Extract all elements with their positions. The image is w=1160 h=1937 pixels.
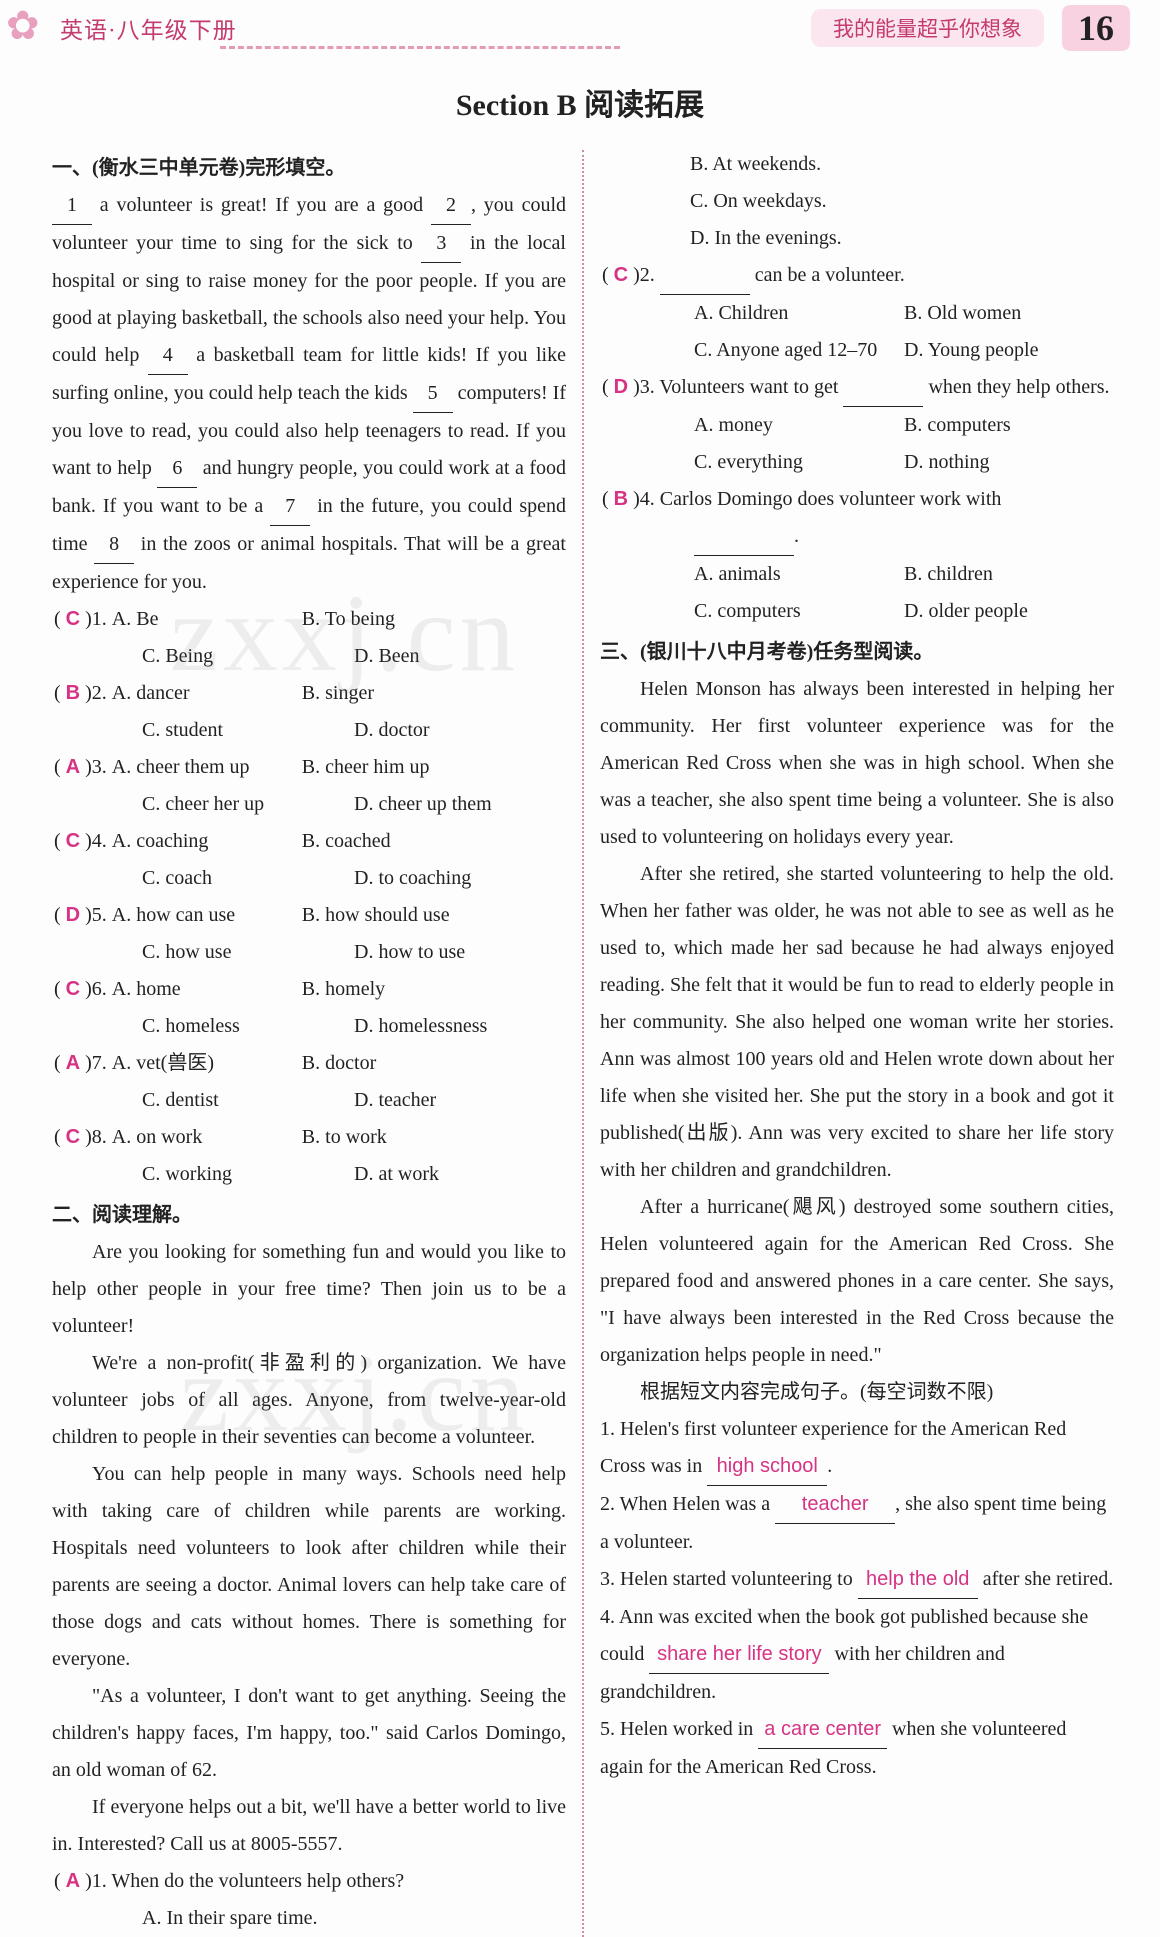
blank-7: 7 [270, 488, 310, 526]
section-title: Section B 阅读拓展 [0, 80, 1160, 124]
q5-cd: C. how useD. how to use [52, 934, 566, 971]
task-q3: 3. Helen started volunteering to help th… [600, 1561, 1114, 1599]
reading-p2: We're a non-profit(非盈利的) organization. W… [52, 1345, 566, 1456]
blank-3: 3 [421, 225, 461, 263]
q3-cd: C. cheer her upD. cheer up them [52, 786, 566, 823]
section3-heading: 三、(银川十八中月考卷)任务型阅读。 [600, 634, 1114, 671]
rq3-ab: A. moneyB. computers [600, 407, 1114, 444]
rq3: ( D )3. Volunteers want to get when they… [600, 369, 1114, 407]
q4-cd: C. coachD. to coaching [52, 860, 566, 897]
q6: ( C )6. A. homeB. homely [52, 971, 566, 1008]
task-p3: After a hurricane(飓风) destroyed some sou… [600, 1189, 1114, 1374]
cloze-passage: 1 a volunteer is great! If you are a goo… [52, 187, 566, 601]
column-divider [582, 150, 584, 1937]
right-column: B. At weekends. C. On weekdays. D. In th… [600, 146, 1114, 1937]
task-q1: 1. Helen's first volunteer experience fo… [600, 1411, 1114, 1486]
task-q2: 2. When Helen was a teacher, she also sp… [600, 1486, 1114, 1561]
rq1-c: C. On weekdays. [600, 183, 1114, 220]
task-q4: 4. Ann was excited when the book got pub… [600, 1599, 1114, 1711]
q5: ( D )5. A. how can useB. how should use [52, 897, 566, 934]
q3: ( A )3. A. cheer them upB. cheer him up [52, 749, 566, 786]
header-right: 我的能量超乎你想象 16 [811, 5, 1130, 51]
task-p2: After she retired, she started volunteer… [600, 856, 1114, 1189]
rq4: ( B )4. Carlos Domingo does volunteer wo… [600, 481, 1114, 518]
reading-p4: "As a volunteer, I don't want to get any… [52, 1678, 566, 1789]
page-header: ✿ 英语·八年级下册 我的能量超乎你想象 16 [0, 0, 1160, 56]
rq1: ( A )1. When do the volunteers help othe… [52, 1863, 566, 1900]
left-column: 一、(衡水三中单元卷)完形填空。 1 a volunteer is great!… [52, 146, 566, 1937]
task-q5: 5. Helen worked in a care center when sh… [600, 1711, 1114, 1786]
header-slogan: 我的能量超乎你想象 [811, 9, 1044, 47]
reading-p1: Are you looking for something fun and wo… [52, 1234, 566, 1345]
rq1-d: D. In the evenings. [600, 220, 1114, 257]
rq1-b: B. At weekends. [600, 146, 1114, 183]
header-subject: 英语·八年级下册 [60, 11, 237, 45]
blank-1: 1 [52, 187, 92, 225]
rq1-a: A. In their spare time. [52, 1900, 566, 1937]
rq3-cd: C. everythingD. nothing [600, 444, 1114, 481]
rq4-ab: A. animalsB. children [600, 556, 1114, 593]
rq4-blank: . [600, 518, 1114, 556]
rq4-cd: C. computersD. older people [600, 593, 1114, 630]
q8: ( C )8. A. on workB. to work [52, 1119, 566, 1156]
q1: ( C )1. A. BeB. To being [52, 601, 566, 638]
reading-p5: If everyone helps out a bit, we'll have … [52, 1789, 566, 1863]
section2-heading: 二、阅读理解。 [52, 1197, 566, 1234]
task-p1: Helen Monson has always been interested … [600, 671, 1114, 856]
reading-p3: You can help people in many ways. School… [52, 1456, 566, 1678]
rq2-ab: A. ChildrenB. Old women [600, 295, 1114, 332]
page-number: 16 [1062, 5, 1130, 51]
blank-2: 2 [431, 187, 471, 225]
q2: ( B )2. A. dancerB. singer [52, 675, 566, 712]
rq2-cd: C. Anyone aged 12–70D. Young people [600, 332, 1114, 369]
content-columns: 一、(衡水三中单元卷)完形填空。 1 a volunteer is great!… [0, 146, 1160, 1937]
q7: ( A )7. A. vet(兽医)B. doctor [52, 1045, 566, 1082]
header-dashes [220, 46, 620, 49]
q2-cd: C. studentD. doctor [52, 712, 566, 749]
q7-cd: C. dentistD. teacher [52, 1082, 566, 1119]
q4: ( C )4. A. coachingB. coached [52, 823, 566, 860]
rq2: ( C )2. can be a volunteer. [600, 257, 1114, 295]
section1-heading: 一、(衡水三中单元卷)完形填空。 [52, 150, 566, 187]
q6-cd: C. homelessD. homelessness [52, 1008, 566, 1045]
flower-icon: ✿ [6, 2, 40, 49]
q1-cd: C. BeingD. Been [52, 638, 566, 675]
blank-6: 6 [157, 450, 197, 488]
blank-4: 4 [148, 337, 188, 375]
blank-8: 8 [94, 526, 134, 564]
task-instruction: 根据短文内容完成句子。(每空词数不限) [600, 1374, 1114, 1411]
q8-cd: C. workingD. at work [52, 1156, 566, 1193]
blank-5: 5 [413, 375, 453, 413]
